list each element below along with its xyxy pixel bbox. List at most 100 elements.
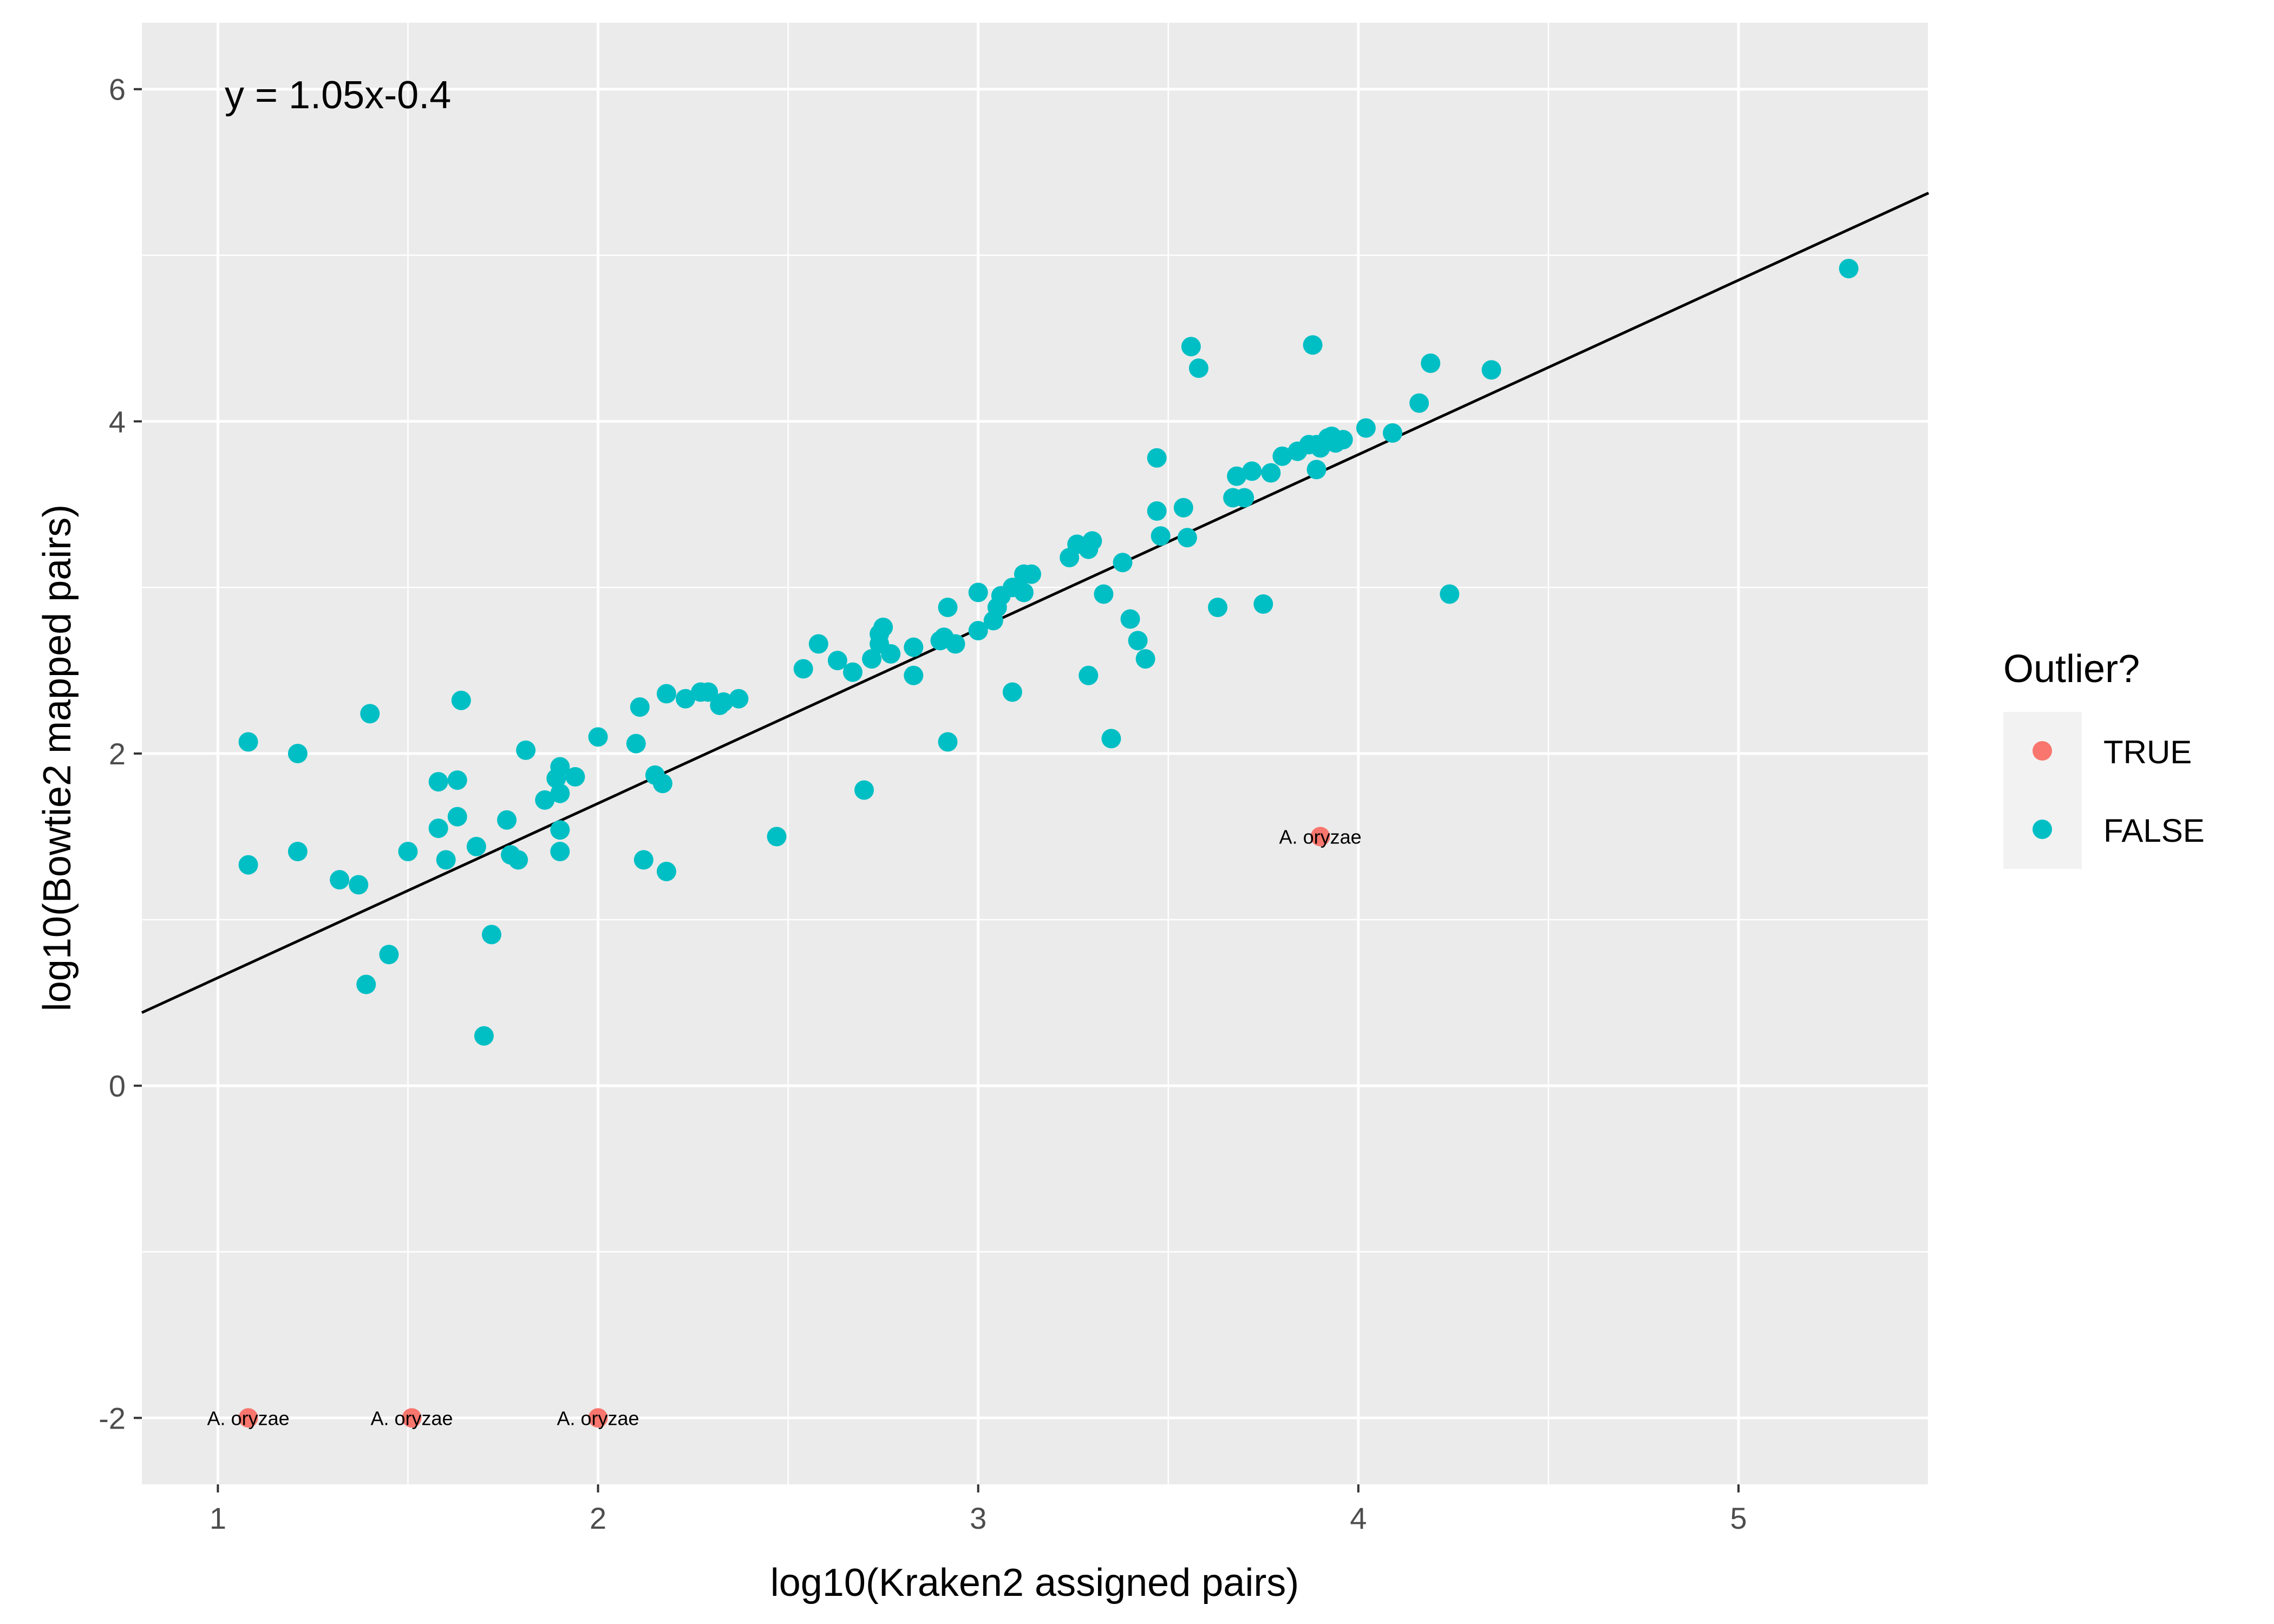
data-point-false — [1356, 418, 1376, 438]
data-point-false — [1079, 665, 1099, 685]
data-point-false — [1181, 337, 1201, 357]
x-tick-label: 4 — [1350, 1501, 1367, 1535]
data-point-false — [1113, 553, 1133, 573]
y-axis-ticks: -2 0 2 4 6 — [99, 73, 142, 1435]
data-point-false — [1253, 594, 1273, 614]
data-point-false — [360, 704, 380, 724]
data-point-false — [938, 598, 958, 617]
data-point-true — [238, 1408, 258, 1428]
data-point-false — [881, 644, 901, 664]
data-point-false — [767, 827, 787, 847]
data-point-false — [550, 842, 570, 862]
data-point-false — [652, 774, 672, 794]
data-point-false — [854, 780, 874, 800]
data-point-false — [550, 783, 570, 803]
data-point-false — [862, 649, 882, 669]
data-point-false — [656, 684, 676, 704]
data-point-false — [1082, 531, 1102, 551]
data-point-false — [1120, 609, 1140, 629]
data-point-false — [904, 637, 924, 657]
data-point-false — [1261, 463, 1281, 483]
data-point-false — [379, 945, 399, 965]
point-labels: A. oryzae A. oryzae A. oryzae A. oryzae — [207, 826, 1362, 1429]
data-point-false — [793, 659, 813, 679]
legend: Outlier? TRUE FALSE — [2003, 647, 2205, 869]
data-point-false — [287, 744, 308, 763]
legend-label-true: TRUE — [2103, 734, 2192, 770]
point-label: A. oryzae — [557, 1407, 639, 1429]
data-point-false — [1272, 446, 1292, 466]
point-label: A. oryzae — [207, 1407, 290, 1429]
data-point-false — [1242, 461, 1262, 481]
data-point-false — [287, 842, 308, 862]
data-point-false — [535, 790, 555, 810]
data-point-false — [827, 651, 847, 671]
data-point-false — [428, 818, 448, 839]
data-point-false — [497, 810, 517, 830]
data-point-false — [508, 850, 528, 870]
y-tick-label: 6 — [109, 73, 126, 107]
data-point-false — [1177, 528, 1197, 548]
data-point-false — [842, 662, 862, 682]
data-point-false — [1021, 564, 1041, 584]
data-point-false — [1014, 582, 1034, 603]
y-axis-title: log10(Bowtie2 mapped pairs) — [36, 505, 79, 1012]
data-point-false — [633, 850, 654, 870]
x-tick-label: 5 — [1730, 1501, 1747, 1535]
data-point-false — [349, 875, 369, 895]
data-point-false — [447, 770, 467, 790]
data-point-false — [1227, 466, 1247, 486]
data-point-false — [656, 861, 676, 881]
data-point-false — [1101, 729, 1121, 749]
y-tick-label: 4 — [109, 404, 126, 438]
y-tick-label: 2 — [109, 737, 126, 771]
data-point-false — [1128, 631, 1148, 651]
x-tick-label: 2 — [590, 1501, 606, 1535]
data-point-false — [481, 925, 501, 945]
data-point-false — [436, 850, 456, 870]
fit-line — [141, 192, 1930, 1014]
data-point-false — [698, 682, 718, 702]
data-point-false — [330, 870, 350, 890]
data-point-false — [1135, 649, 1155, 669]
legend-key-false — [2033, 820, 2052, 839]
data-point-false — [1173, 497, 1193, 518]
data-point-false — [1234, 488, 1254, 508]
y-tick-label: -2 — [99, 1401, 126, 1435]
data-point-false — [938, 732, 958, 752]
data-point-false — [474, 1026, 494, 1046]
data-point-false — [714, 692, 734, 712]
data-point-false — [398, 842, 418, 862]
data-point-false — [945, 634, 965, 654]
data-point-false — [1421, 353, 1441, 373]
data-point-false — [1440, 584, 1460, 604]
data-point-false — [238, 855, 258, 875]
x-axis-ticks: 1 2 3 4 5 — [210, 1484, 1747, 1535]
y-tick-label: 0 — [109, 1069, 126, 1103]
data-point-false — [1839, 259, 1859, 279]
data-point-false — [676, 689, 696, 709]
data-point-false — [1303, 335, 1323, 355]
data-point-true — [1310, 827, 1330, 847]
data-point-false — [1481, 360, 1501, 380]
data-point-false — [1002, 682, 1022, 702]
data-point-false — [1188, 358, 1208, 378]
legend-key-background — [2003, 712, 2082, 869]
data-point-false — [1094, 584, 1114, 604]
data-point-false — [516, 740, 536, 760]
data-point-false — [873, 617, 893, 637]
data-point-false — [550, 820, 570, 840]
data-point-false — [466, 836, 486, 856]
fit-equation: y = 1.05x-0.4 — [225, 74, 451, 117]
data-points — [238, 259, 1859, 1428]
data-point-false — [968, 620, 988, 640]
data-point-false — [238, 732, 258, 752]
data-point-true — [402, 1408, 422, 1428]
x-axis-title: log10(Kraken2 assigned pairs) — [770, 1561, 1299, 1605]
data-point-false — [1383, 423, 1402, 443]
point-label: A. oryzae — [370, 1407, 453, 1429]
data-point-false — [904, 665, 924, 685]
data-point-false — [451, 690, 471, 710]
data-point-false — [550, 757, 570, 777]
